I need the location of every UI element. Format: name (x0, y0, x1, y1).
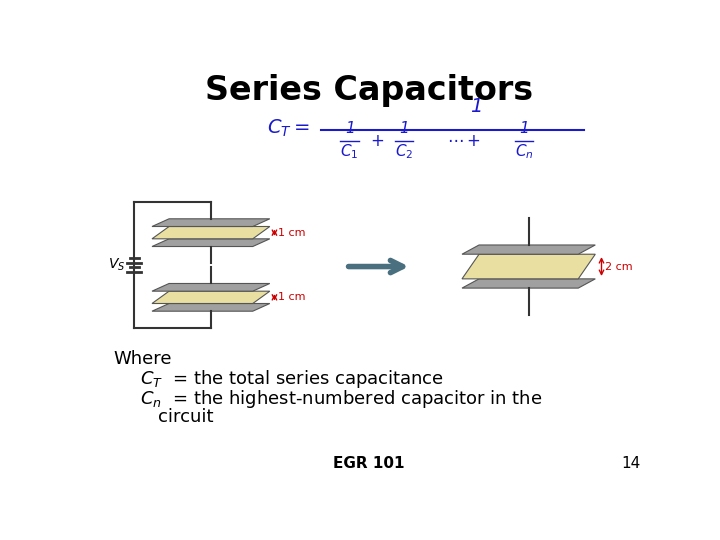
Text: 1 cm: 1 cm (279, 228, 306, 238)
Text: $C_2$: $C_2$ (395, 143, 413, 161)
Text: 2 cm: 2 cm (606, 261, 633, 272)
Polygon shape (152, 291, 270, 303)
Text: 1: 1 (345, 122, 354, 137)
Polygon shape (152, 303, 270, 311)
Polygon shape (152, 219, 270, 226)
Text: $\cdots +$: $\cdots +$ (447, 132, 481, 150)
Text: Series Capacitors: Series Capacitors (205, 74, 533, 107)
Text: 14: 14 (621, 456, 640, 471)
Polygon shape (152, 239, 270, 247)
Text: $V_S$: $V_S$ (107, 257, 125, 273)
Text: +: + (370, 132, 384, 150)
Text: 1: 1 (399, 122, 409, 137)
Polygon shape (462, 254, 595, 279)
Text: $C_T =$: $C_T =$ (266, 117, 310, 139)
Text: 1: 1 (519, 122, 529, 137)
Polygon shape (152, 226, 270, 239)
Text: 1 cm: 1 cm (279, 292, 306, 302)
Text: circuit: circuit (158, 408, 214, 426)
Text: 1: 1 (469, 97, 482, 117)
Text: $C_T$  = the total series capacitance: $C_T$ = the total series capacitance (140, 368, 444, 390)
Text: $C_n$  = the highest-numbered capacitor in the: $C_n$ = the highest-numbered capacitor i… (140, 388, 543, 410)
Text: Where: Where (113, 350, 172, 368)
Polygon shape (462, 279, 595, 288)
Text: $C_n$: $C_n$ (515, 143, 534, 161)
Polygon shape (462, 245, 595, 254)
Text: EGR 101: EGR 101 (333, 456, 405, 471)
Polygon shape (152, 284, 270, 291)
Text: $C_1$: $C_1$ (341, 143, 359, 161)
